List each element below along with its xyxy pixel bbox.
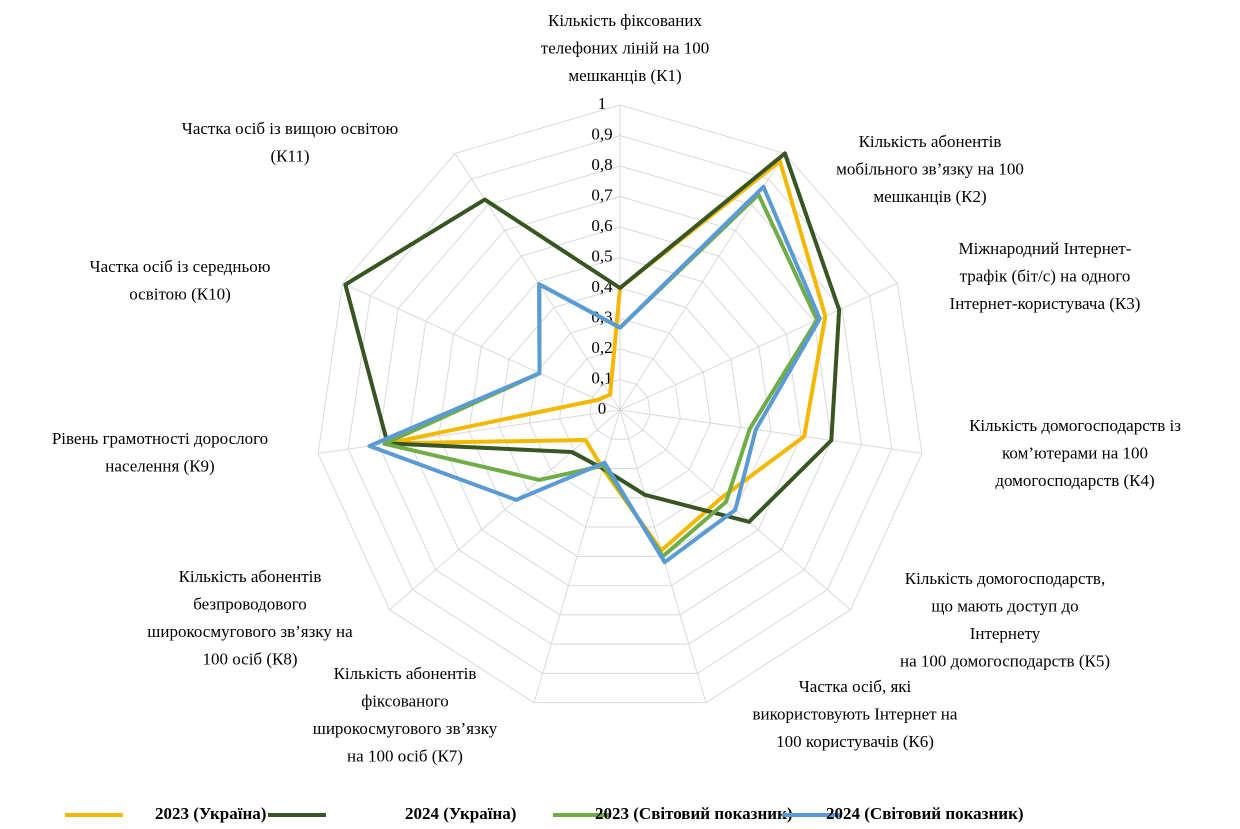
y-tick-label: 0,8	[591, 155, 612, 174]
axis-label: широкосмугового зв’язку на	[147, 622, 353, 641]
axis-label: телефоних ліній на 100	[541, 38, 709, 57]
axis-label: Частка осіб із середньою	[90, 257, 271, 276]
series-line	[367, 184, 822, 565]
axis-label: Кількість абонентів	[334, 664, 477, 683]
axis-label: що мають доступ до	[931, 596, 1078, 615]
axis-label: Кількість домогосподарств із	[969, 416, 1181, 435]
legend-label: 2023 (Україна)	[155, 804, 266, 823]
grid-ring	[589, 378, 651, 440]
radial-axis	[389, 409, 621, 611]
radial-axis	[454, 153, 621, 411]
axis-label: трафік (біт/с) на одного	[960, 266, 1131, 285]
grid-ring	[408, 195, 832, 616]
radial-axis	[619, 282, 898, 411]
y-tick-label: 0,1	[591, 368, 612, 387]
axis-label: (К11)	[270, 146, 309, 165]
radial-axis	[619, 409, 922, 454]
axis-label: мобільного зв’язку на 100	[836, 159, 1024, 178]
axis-label: Кількість фіксованих	[548, 11, 702, 30]
axis-label: Кількість домогосподарств,	[905, 569, 1105, 588]
y-tick-label: 0,2	[591, 338, 612, 357]
grid-ring	[528, 317, 712, 499]
axis-label: Міжнародний Інтернет-	[959, 239, 1132, 258]
grid-ring	[559, 348, 681, 470]
y-tick-label: 0,5	[591, 246, 612, 265]
axis-label: фіксованого	[361, 691, 449, 710]
grid-ring	[438, 226, 802, 587]
grid-ring	[317, 104, 923, 704]
y-tick-label: 1	[598, 94, 607, 113]
grid-ring	[468, 256, 772, 557]
axis-label: населення (К9)	[105, 456, 214, 475]
grid-ring	[498, 287, 742, 528]
legend-label: 2024 (Світовий показник)	[826, 804, 1024, 823]
axis-label: Рівень грамотності дорослого	[52, 429, 268, 448]
axis-label: широкосмугового зв’язку	[313, 719, 498, 738]
axis-label: мешканців (К1)	[568, 66, 681, 85]
axis-label: Частка осіб, які	[799, 677, 912, 696]
series-line	[343, 151, 842, 524]
axis-label: мешканців (К2)	[873, 187, 986, 206]
axis-label: Інтернету	[970, 624, 1041, 643]
axis-label: на 100 домогосподарств (К5)	[900, 651, 1110, 670]
legend-label: 2023 (Світовий показник)	[595, 804, 793, 823]
axis-label: Кількість абонентів	[179, 567, 322, 586]
radial-axis	[342, 282, 621, 411]
axis-label: домогосподарств (К4)	[995, 471, 1154, 490]
y-tick-label: 0	[598, 399, 607, 418]
axis-label: безпроводового	[193, 594, 307, 613]
y-tick-label: 0,9	[591, 124, 612, 143]
axis-label: Інтернет-користувача (К3)	[950, 294, 1141, 313]
axis-label: ком’ютерами на 100	[1002, 443, 1148, 462]
axis-label: використовують Інтернет на	[753, 704, 958, 723]
axis-label: Частка осіб із вищою освітою	[182, 119, 399, 138]
radial-axis	[533, 409, 621, 703]
legend-label: 2024 (Україна)	[405, 804, 516, 823]
grid-ring	[347, 134, 893, 674]
grid-ring	[377, 165, 863, 645]
axis-label: Кількість абонентів	[859, 132, 1002, 151]
axis-label: на 100 осіб (К7)	[347, 746, 463, 765]
y-tick-label: 0,6	[591, 216, 612, 235]
y-tick-label: 0,7	[591, 185, 613, 204]
axis-label: 100 користувачів (К6)	[776, 732, 934, 751]
axis-label: освітою (К10)	[129, 284, 231, 303]
axis-label: 100 осіб (К8)	[202, 649, 297, 668]
